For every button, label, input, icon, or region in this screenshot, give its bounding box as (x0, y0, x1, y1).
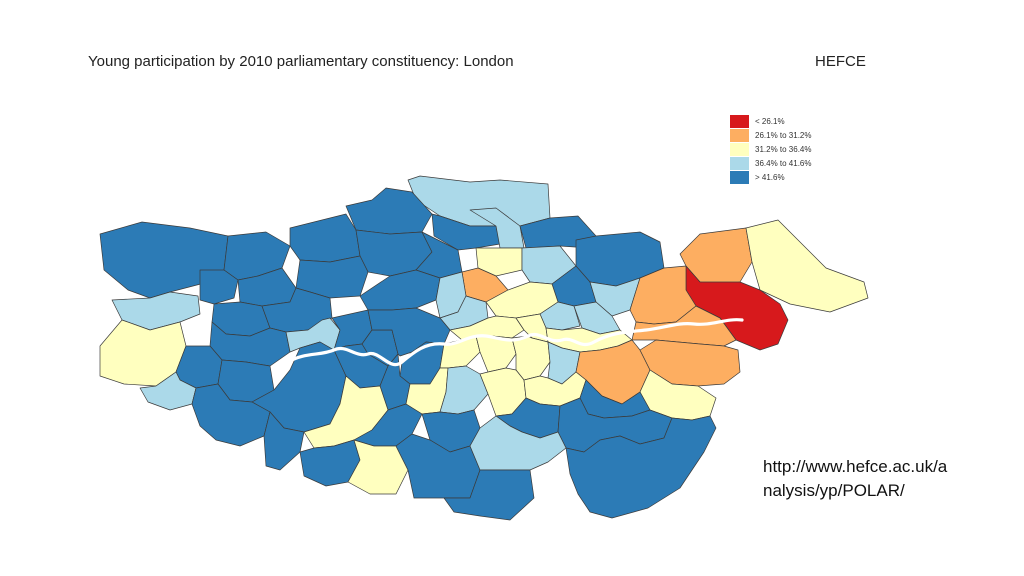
organisation-label: HEFCE (815, 53, 866, 70)
source-url: http://www.hefce.ac.uk/a nalysis/yp/POLA… (763, 455, 993, 503)
legend-row-3: 31.2% to 36.4% (730, 142, 811, 156)
legend-label-2: 26.1% to 31.2% (755, 130, 812, 140)
legend-swatch-3 (730, 142, 749, 156)
legend-swatch-5 (730, 170, 749, 184)
legend-label-5: > 41.6% (755, 172, 785, 182)
constituency-region: Hendon (289, 213, 361, 263)
river-thames (286, 318, 744, 367)
constituency-region: Harrow West (199, 269, 239, 305)
constituency-region: Hornchurch and Upminster (745, 219, 869, 313)
legend: < 26.1% 26.1% to 31.2% 31.2% to 36.4% 36… (730, 114, 811, 184)
constituency-region: Camberwell and Peckham (511, 335, 551, 381)
constituency-region: Wimbledon (263, 411, 305, 471)
legend-row-4: 36.4% to 41.6% (730, 156, 811, 170)
legend-swatch-2 (730, 128, 749, 142)
source-url-line-1: http://www.hefce.ac.uk/a (763, 457, 948, 476)
map-title: Young participation by 2010 parliamentar… (88, 53, 514, 70)
constituency-region: Holborn and St Pancras (359, 269, 441, 311)
constituency-regions: Enfield NorthChipping BarnetEnfield Sout… (99, 175, 869, 521)
legend-label-1: < 26.1% (755, 116, 785, 126)
legend-label-3: 31.2% to 36.4% (755, 144, 812, 154)
legend-swatch-4 (730, 156, 749, 170)
constituency-region (565, 415, 717, 519)
legend-row-2: 26.1% to 31.2% (730, 128, 811, 142)
legend-swatch-1 (730, 114, 749, 128)
source-url-line-2: nalysis/yp/POLAR/ (763, 481, 905, 500)
constituency-region (443, 469, 535, 521)
legend-row-1: < 26.1% (730, 114, 811, 128)
legend-label-4: 36.4% to 41.6% (755, 158, 812, 168)
legend-row-5: > 41.6% (730, 170, 811, 184)
